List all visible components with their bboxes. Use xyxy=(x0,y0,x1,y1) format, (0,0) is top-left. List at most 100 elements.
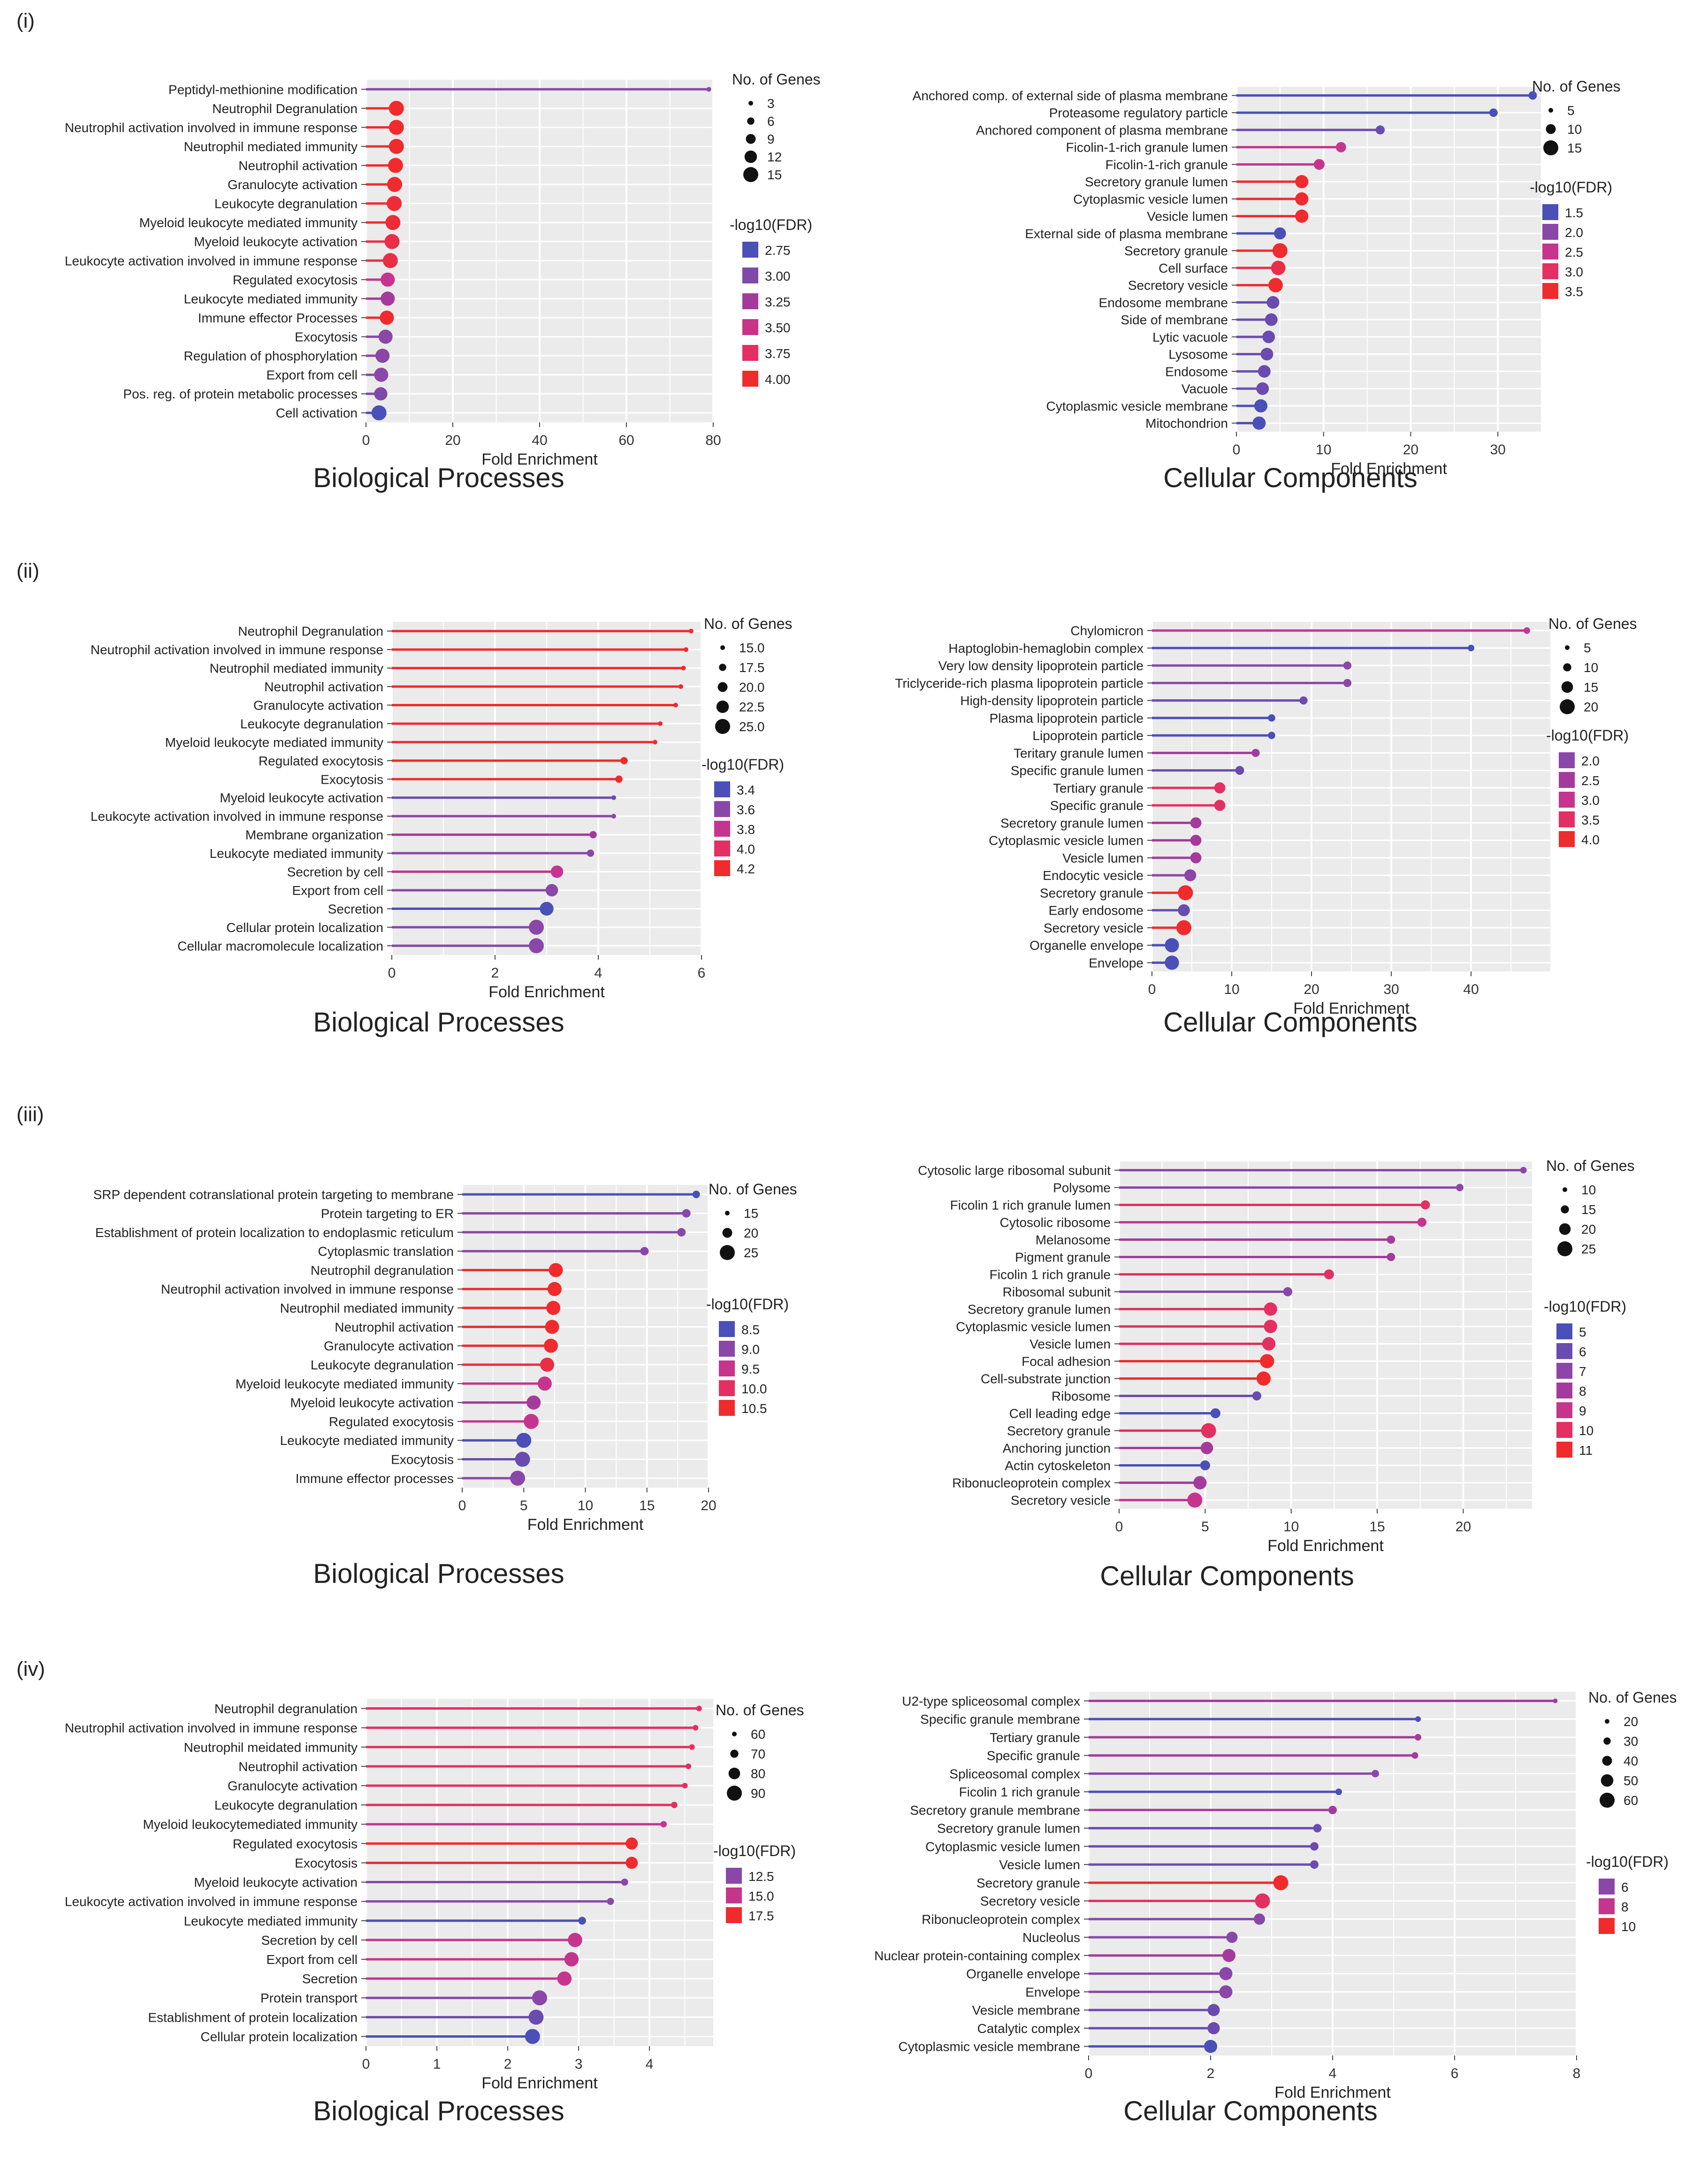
legend-color-swatch xyxy=(1556,1343,1572,1359)
lollipop-dot xyxy=(1264,1320,1277,1333)
lollipop-dot xyxy=(1190,852,1202,863)
legend-color-label: 15.0 xyxy=(748,1889,774,1903)
panel-label-ii: (ii) xyxy=(16,559,39,582)
lollipop-dot xyxy=(1295,192,1309,206)
legend-size-dot xyxy=(747,117,755,125)
legend-color-swatch xyxy=(1556,1363,1572,1379)
category-label: Vesicle membrane xyxy=(972,2003,1080,2017)
category-label: Endosome xyxy=(1165,364,1228,379)
panel-label-i: (i) xyxy=(16,9,35,32)
legend-color-swatch xyxy=(1556,1323,1572,1339)
category-label: Actin cytoskeleton xyxy=(1005,1459,1111,1473)
x-tick-label: 1 xyxy=(433,2056,441,2072)
legend-size-dot xyxy=(746,134,756,144)
lollipop-dot xyxy=(1260,348,1273,361)
category-label: Myeloid leukocytemediated immunity xyxy=(143,1817,358,1832)
lollipop-dot xyxy=(1214,800,1226,811)
lollipop-dot xyxy=(515,1452,530,1467)
category-label: Vacuole xyxy=(1182,382,1228,396)
legend-color-label: 4.2 xyxy=(737,862,755,876)
plot-panel xyxy=(1119,1161,1532,1509)
legend-color-title: -log10(FDR) xyxy=(702,756,784,773)
lollipop-dot xyxy=(1372,1770,1379,1778)
legend-color-swatch xyxy=(742,371,758,387)
lollipop-dot xyxy=(1520,1167,1527,1174)
lollipop-dot xyxy=(557,1971,572,1986)
x-tick-label: 80 xyxy=(705,433,721,448)
category-label: Specific granule xyxy=(987,1749,1080,1763)
legend-size-label: 15 xyxy=(744,1206,758,1221)
category-label: Secretory granule lumen xyxy=(968,1302,1111,1317)
legend-color-label: 3.6 xyxy=(737,802,755,817)
lollipop-dot xyxy=(1375,125,1385,135)
legend-size-dot xyxy=(722,1228,732,1238)
lollipop-dot xyxy=(1226,1932,1238,1943)
category-label: Cell surface xyxy=(1159,261,1228,275)
lollipop-dot xyxy=(611,795,616,800)
legend-size-dot xyxy=(1548,108,1553,113)
category-label: Granulocyte activation xyxy=(253,698,383,713)
lollipop-dot xyxy=(1190,817,1202,829)
category-label: Secretion by cell xyxy=(287,865,383,879)
x-tick-label: 0 xyxy=(1148,982,1156,997)
legend-color-swatch xyxy=(714,860,730,876)
x-tick-label: 2 xyxy=(504,2056,512,2072)
lollipop-dot xyxy=(640,1247,649,1256)
legend-color-label: 3.0 xyxy=(1565,265,1583,279)
category-label: Neutrophil Degranulation xyxy=(238,624,383,639)
x-tick-label: 0 xyxy=(1115,1519,1123,1535)
plot-panel xyxy=(366,1699,713,2046)
category-label: Secretion xyxy=(302,1971,358,1986)
legend-size-title: No. of Genes xyxy=(704,615,793,632)
category-label: Secretory granule xyxy=(1124,244,1228,258)
category-label: High-density lipoprotein particle xyxy=(960,694,1144,708)
legend-color-label: 2.0 xyxy=(1581,754,1600,768)
category-label: Export from cell xyxy=(292,883,384,898)
legend-size-dot xyxy=(719,664,726,671)
lollipop-dot xyxy=(1489,108,1498,117)
category-label: Neutrophil Degranulation xyxy=(212,101,358,116)
x-tick-label: 30 xyxy=(1383,982,1399,997)
category-label: Neutrophil activation involved in immune… xyxy=(161,1282,454,1297)
category-label: Myeloid leukocyte activation xyxy=(220,791,383,805)
lollipop-dot xyxy=(545,884,558,897)
legend-color-swatch xyxy=(742,242,758,258)
lollipop-dot xyxy=(1258,365,1271,378)
lollipop-dot xyxy=(545,1320,559,1334)
lollipop-dot xyxy=(689,1744,695,1750)
category-label: Vesicle lumen xyxy=(1062,851,1144,865)
legend-color-label: 6 xyxy=(1579,1345,1586,1359)
lollipop-dot xyxy=(1165,955,1179,970)
lollipop-dot xyxy=(1165,938,1179,953)
category-label: Secretory granule lumen xyxy=(1000,816,1144,830)
lollipop-dot xyxy=(682,1209,691,1218)
category-label: Granulocyte activation xyxy=(324,1339,454,1353)
legend-size-dot xyxy=(1603,1737,1611,1745)
lollipop-dot xyxy=(1252,416,1266,430)
legend-size-label: 15 xyxy=(767,168,782,182)
legend-size-dot xyxy=(725,1211,730,1215)
category-label: Cellular protein localization xyxy=(226,920,383,935)
legend-color-label: 10.5 xyxy=(741,1401,767,1416)
category-label: Exocytosis xyxy=(391,1452,454,1467)
lollipop-dot xyxy=(387,196,402,211)
legend-color-swatch xyxy=(726,1868,742,1884)
lollipop-dot xyxy=(620,757,628,764)
category-label: Establishment of protein localization xyxy=(148,2010,358,2025)
lollipop-dot xyxy=(384,234,400,249)
legend-size-dot xyxy=(715,719,730,734)
lollipop-dot xyxy=(625,1837,638,1850)
category-label: Specific granule xyxy=(1050,798,1144,813)
x-tick-label: 5 xyxy=(520,1498,528,1513)
lollipop-dot xyxy=(524,1414,539,1429)
lollipop-dot xyxy=(389,138,404,154)
legend-color-swatch xyxy=(1599,1879,1615,1895)
lollipop-dot xyxy=(1262,330,1275,344)
lollipop-dot xyxy=(1328,1805,1337,1814)
legend-size-label: 5 xyxy=(1584,641,1591,655)
category-label: Neutrophil activation involved in immune… xyxy=(91,642,383,657)
lollipop-dot xyxy=(1468,644,1474,651)
